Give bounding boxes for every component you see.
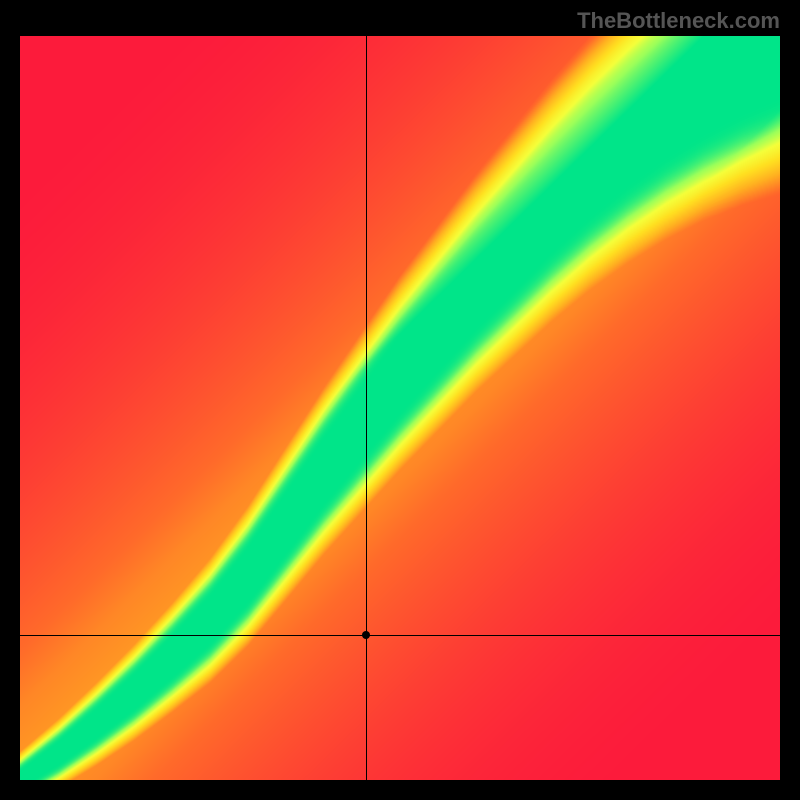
- marker-dot: [362, 631, 370, 639]
- root-container: TheBottleneck.com: [0, 0, 800, 800]
- watermark-text: TheBottleneck.com: [577, 8, 780, 34]
- crosshair-horizontal: [20, 635, 780, 636]
- crosshair-vertical: [366, 36, 367, 780]
- plot-area: [20, 36, 780, 780]
- heatmap-canvas: [20, 36, 780, 780]
